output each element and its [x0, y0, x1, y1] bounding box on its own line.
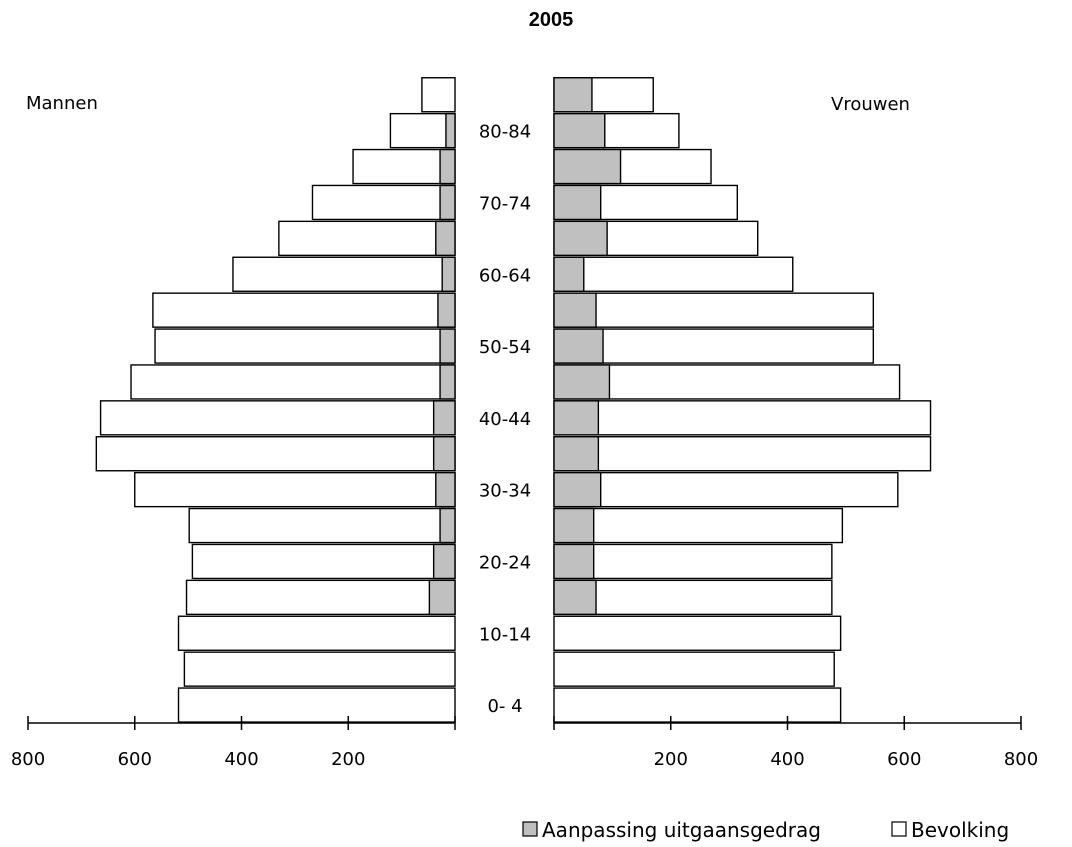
bar-men-bevolking-55-59 — [152, 292, 456, 328]
legend-swatch-bevolking — [891, 821, 907, 837]
bar-men-bevolking-50-54 — [154, 328, 456, 364]
legend: Aanpassing uitgaansgedrag Bevolking — [522, 818, 1009, 842]
bar-men-aanpassing-25-29 — [439, 507, 456, 544]
bar-men-aanpassing-70-74 — [439, 184, 456, 221]
x-axis-left: 800 600 400 200 — [11, 716, 456, 770]
men-bars — [95, 77, 456, 723]
bar-women-bevolking-40-44 — [553, 400, 932, 436]
bar-women-aanpassing-35-39 — [553, 436, 600, 472]
bar-women-bevolking-45-49 — [553, 364, 901, 400]
bar-women-bevolking-25-29 — [553, 507, 844, 544]
bar-women-bevolking-30-34 — [553, 471, 899, 508]
bar-men-aanpassing-15-19 — [428, 579, 456, 616]
age-label-60-64: 60-64 — [479, 265, 531, 286]
bar-women-aanpassing-30-34 — [553, 471, 602, 508]
age-label-10-14: 10-14 — [479, 624, 531, 645]
bar-women-aanpassing-75-79 — [553, 148, 622, 185]
bar-men-aanpassing-50-54 — [439, 328, 456, 364]
bar-women-aanpassing-40-44 — [553, 400, 600, 436]
x-tick-label-right-800: 800 — [1004, 749, 1038, 770]
bar-men-bevolking-65-69 — [278, 220, 456, 257]
age-label-0- 4: 0- 4 — [487, 696, 522, 717]
bar-men-bevolking-0- 4 — [177, 687, 456, 723]
bar-men-aanpassing-65-69 — [435, 220, 456, 257]
bar-men-bevolking-5-9 — [183, 651, 456, 687]
bar-women-bevolking-5-9 — [553, 651, 835, 687]
bar-women-bevolking-10-14 — [553, 615, 842, 651]
bar-women-aanpassing-20-24 — [553, 543, 595, 580]
x-tick-label-right-400: 400 — [770, 749, 804, 770]
bar-women-aanpassing-60-64 — [553, 256, 585, 292]
bar-men-aanpassing-45-49 — [439, 364, 456, 400]
x-tick-label-left-200: 200 — [331, 749, 365, 770]
bar-women-bevolking-0- 4 — [553, 687, 842, 723]
bar-women-bevolking-55-59 — [553, 292, 875, 328]
age-label-30-34: 30-34 — [479, 481, 531, 502]
bar-men-bevolking-45-49 — [130, 364, 456, 400]
bar-women-aanpassing-85+ — [553, 77, 593, 113]
bar-women-aanpassing-25-29 — [553, 507, 595, 544]
bar-women-aanpassing-70-74 — [553, 184, 602, 221]
men-label: Mannen — [26, 93, 98, 114]
bar-men-bevolking-15-19 — [185, 579, 456, 616]
age-label-70-74: 70-74 — [479, 193, 531, 214]
legend-label-bevolking: Bevolking — [911, 818, 1009, 842]
age-label-50-54: 50-54 — [479, 337, 531, 358]
bar-women-bevolking-35-39 — [553, 436, 932, 472]
bar-men-aanpassing-35-39 — [432, 436, 456, 472]
bar-women-aanpassing-15-19 — [553, 579, 597, 616]
bar-men-bevolking-20-24 — [191, 543, 456, 580]
bar-men-aanpassing-55-59 — [437, 292, 456, 328]
bar-men-bevolking-25-29 — [188, 507, 456, 544]
bar-women-aanpassing-80-84 — [553, 112, 606, 149]
age-label-40-44: 40-44 — [479, 409, 531, 430]
x-axis-right: 200 400 600 800 — [553, 716, 1038, 770]
age-group-labels: 0- 4 10-14 20-24 30-34 40-44 50-54 60-64 70-74 8… — [479, 122, 531, 717]
bar-men-bevolking-85+ — [421, 77, 456, 113]
bar-men-bevolking-75-79 — [352, 148, 456, 185]
women-bars — [553, 77, 932, 723]
x-tick-label-left-400: 400 — [224, 749, 258, 770]
bar-men-bevolking-35-39 — [95, 436, 456, 472]
bar-women-bevolking-20-24 — [553, 543, 833, 580]
bar-women-aanpassing-55-59 — [553, 292, 597, 328]
bar-men-aanpassing-60-64 — [441, 256, 456, 292]
x-tick-label-left-600: 600 — [118, 749, 152, 770]
bar-women-aanpassing-50-54 — [553, 328, 604, 364]
age-label-80-84: 80-84 — [479, 122, 531, 143]
x-tick-label-right-600: 600 — [887, 749, 921, 770]
bar-men-aanpassing-30-34 — [435, 471, 456, 508]
bar-women-bevolking-15-19 — [553, 579, 833, 616]
legend-label-aanpassing: Aanpassing uitgaansgedrag — [542, 818, 821, 842]
women-label: Vrouwen — [831, 94, 910, 115]
bar-men-aanpassing-80-84 — [445, 112, 456, 149]
bar-women-aanpassing-45-49 — [553, 364, 611, 400]
chart-title: 2005 — [529, 9, 574, 31]
bar-women-aanpassing-65-69 — [553, 220, 608, 257]
x-tick-label-left-800: 800 — [11, 749, 45, 770]
bar-men-bevolking-80-84 — [389, 112, 456, 149]
bar-women-bevolking-50-54 — [553, 328, 875, 364]
bar-men-bevolking-10-14 — [177, 615, 456, 651]
bar-men-bevolking-40-44 — [99, 400, 456, 436]
bar-women-bevolking-60-64 — [553, 256, 794, 292]
legend-swatch-aanpassing — [522, 821, 538, 837]
bar-men-aanpassing-20-24 — [432, 543, 456, 580]
bar-men-aanpassing-40-44 — [432, 400, 456, 436]
bar-men-aanpassing-75-79 — [439, 148, 456, 185]
age-label-20-24: 20-24 — [479, 552, 531, 573]
bar-men-bevolking-70-74 — [311, 184, 456, 221]
bar-men-bevolking-30-34 — [134, 471, 456, 508]
x-tick-label-right-200: 200 — [654, 749, 688, 770]
bar-men-bevolking-60-64 — [232, 256, 456, 292]
